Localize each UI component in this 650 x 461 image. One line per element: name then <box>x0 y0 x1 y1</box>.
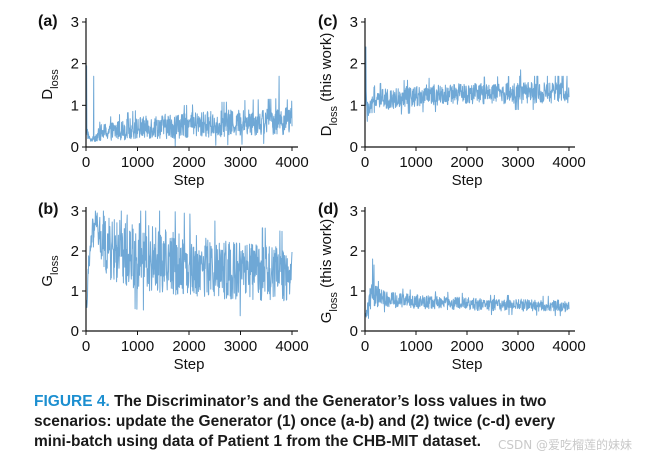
panel-b: 0 1 2 3 0 1000 2000 3000 4000 Step Gloss (b) <box>38 201 309 373</box>
panel-label: (c) <box>318 13 338 30</box>
y-tick-label: 0 <box>350 323 358 340</box>
x-axis-label: Step <box>452 356 483 373</box>
y-tick-label: 3 <box>350 14 358 31</box>
y-tick-label: 2 <box>350 243 358 260</box>
x-tick-label: 2000 <box>450 338 483 355</box>
y-tick-label: 0 <box>71 139 79 156</box>
x-tick-label: 4000 <box>552 154 585 171</box>
y-tick-label: 3 <box>350 203 358 220</box>
x-tick-label: 1000 <box>399 338 432 355</box>
panel-c: 0 1 2 3 0 1000 2000 3000 4000 Step Dloss (this wor… <box>318 13 586 189</box>
panel-a: 0 1 2 3 0 1000 2000 3000 4000 Step Dloss (a) <box>38 13 309 189</box>
x-tick-label: 0 <box>361 338 369 355</box>
x-tick-label: 3000 <box>224 154 257 171</box>
watermark: CSDN @爱吃榴莲的妹妹 <box>497 438 632 452</box>
x-tick-label: 4000 <box>275 154 308 171</box>
caption-label: FIGURE 4. <box>34 393 110 410</box>
x-axis-label: Step <box>452 172 483 189</box>
panel-label: (b) <box>38 201 58 218</box>
x-axis-label: Step <box>174 356 205 373</box>
y-tick-label: 3 <box>71 14 79 31</box>
x-tick-label: 3000 <box>501 154 534 171</box>
series-line <box>85 210 293 317</box>
x-tick-label: 0 <box>82 154 90 171</box>
x-axis-label: Step <box>174 172 205 189</box>
y-axis-label: Gloss (this work) <box>318 219 340 324</box>
x-tick-label: 3000 <box>224 338 257 355</box>
x-tick-label: 1000 <box>399 154 432 171</box>
figure-caption: FIGURE 4. The Discriminator’s and the Ge… <box>34 392 594 452</box>
series-line <box>364 46 570 122</box>
x-tick-label: 0 <box>82 338 90 355</box>
panel-label: (a) <box>38 13 58 30</box>
y-tick-label: 1 <box>71 283 79 300</box>
y-axis-label: Dloss (this work) <box>318 33 340 137</box>
y-tick-label: 2 <box>350 56 358 73</box>
panel-d: 0 1 2 3 0 1000 2000 3000 4000 Step Gloss (this wor… <box>318 201 586 373</box>
y-axis-label: Gloss <box>39 255 61 287</box>
y-tick-label: 2 <box>71 243 79 260</box>
x-tick-label: 4000 <box>552 338 585 355</box>
y-tick-label: 0 <box>71 323 79 340</box>
x-tick-label: 4000 <box>275 338 308 355</box>
x-tick-label: 2000 <box>172 338 205 355</box>
caption-text: The Discriminator’s and the Generator’s … <box>34 393 556 450</box>
x-tick-label: 2000 <box>172 154 205 171</box>
y-tick-label: 1 <box>350 283 358 300</box>
y-axis-label: Dloss <box>39 69 61 100</box>
series-line <box>85 65 293 147</box>
panel-label: (d) <box>318 201 338 218</box>
y-tick-label: 1 <box>350 97 358 114</box>
y-tick-label: 3 <box>71 203 79 220</box>
y-tick-label: 0 <box>350 139 358 156</box>
y-tick-label: 1 <box>71 97 79 114</box>
series-line <box>364 258 570 319</box>
x-tick-label: 2000 <box>450 154 483 171</box>
x-tick-label: 1000 <box>121 154 154 171</box>
y-tick-label: 2 <box>71 56 79 73</box>
x-tick-label: 3000 <box>501 338 534 355</box>
x-tick-label: 1000 <box>121 338 154 355</box>
x-tick-label: 0 <box>361 154 369 171</box>
